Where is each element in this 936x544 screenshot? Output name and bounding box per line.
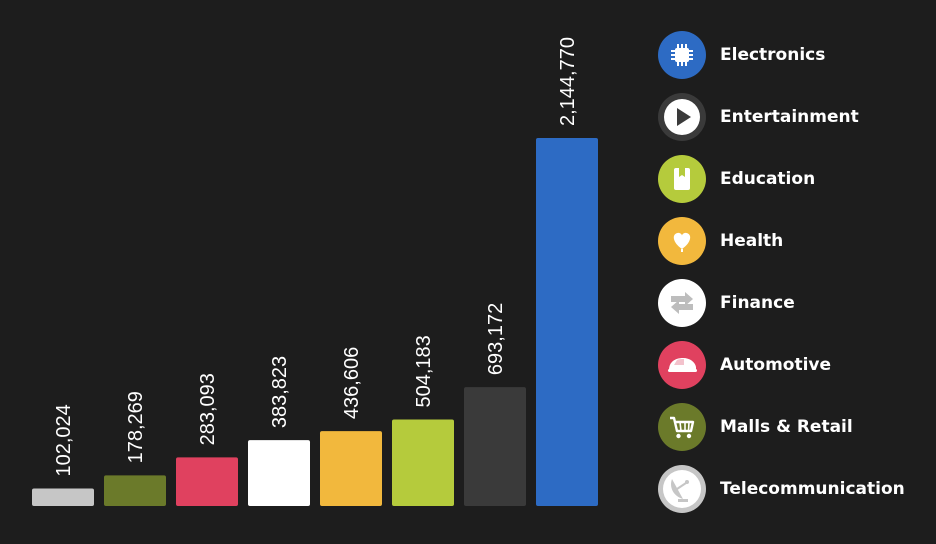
bar-malls-retail (104, 475, 166, 506)
bar-telecommunication (32, 488, 94, 506)
legend-label: Electronics (720, 45, 826, 65)
legend-label: Automotive (720, 355, 832, 375)
legend-item-automotive: Automotive (658, 341, 831, 389)
value-label-malls-retail: 178,269 (125, 391, 147, 463)
heart-icon (658, 217, 706, 265)
legend-label: Telecommunication (720, 479, 905, 499)
satellite-dish-icon (658, 465, 706, 513)
value-label-education: 504,183 (413, 335, 435, 407)
bar-health (320, 431, 382, 506)
car-icon (658, 341, 706, 389)
legend-item-telecommunication: Telecommunication (658, 465, 905, 513)
value-label-health: 436,606 (341, 347, 363, 419)
play-icon (658, 93, 706, 141)
bar-automotive (176, 457, 238, 506)
shopping-cart-icon (658, 403, 706, 451)
legend-item-malls-retail: Malls & Retail (658, 403, 853, 451)
legend-item-finance: Finance (658, 279, 795, 327)
value-label-automotive: 283,093 (197, 373, 219, 445)
value-label-telecommunication: 102,024 (53, 404, 75, 476)
value-label-finance: 383,823 (269, 356, 291, 428)
value-label-entertainment: 693,172 (485, 303, 507, 375)
chip-icon (658, 31, 706, 79)
bar-chart: 102,024 178,269 283,093 383,823 436,606 504,1… (32, 37, 598, 506)
bar-education (392, 419, 454, 506)
legend-label: Education (720, 169, 816, 189)
value-label-electronics: 2,144,770 (557, 37, 579, 126)
legend-item-education: Education (658, 155, 815, 203)
exchange-arrows-icon (658, 279, 706, 327)
legend-label: Finance (720, 293, 795, 313)
book-icon (658, 155, 706, 203)
legend-label: Malls & Retail (720, 417, 853, 437)
legend-item-entertainment: Entertainment (658, 93, 859, 141)
legend-item-electronics: Electronics (658, 31, 825, 79)
legend-label: Health (720, 231, 784, 251)
bar-entertainment (464, 387, 526, 506)
bar-electronics (536, 138, 598, 506)
bar-finance (248, 440, 310, 506)
legend-item-health: Health (658, 217, 783, 265)
legend-label: Entertainment (720, 107, 859, 127)
